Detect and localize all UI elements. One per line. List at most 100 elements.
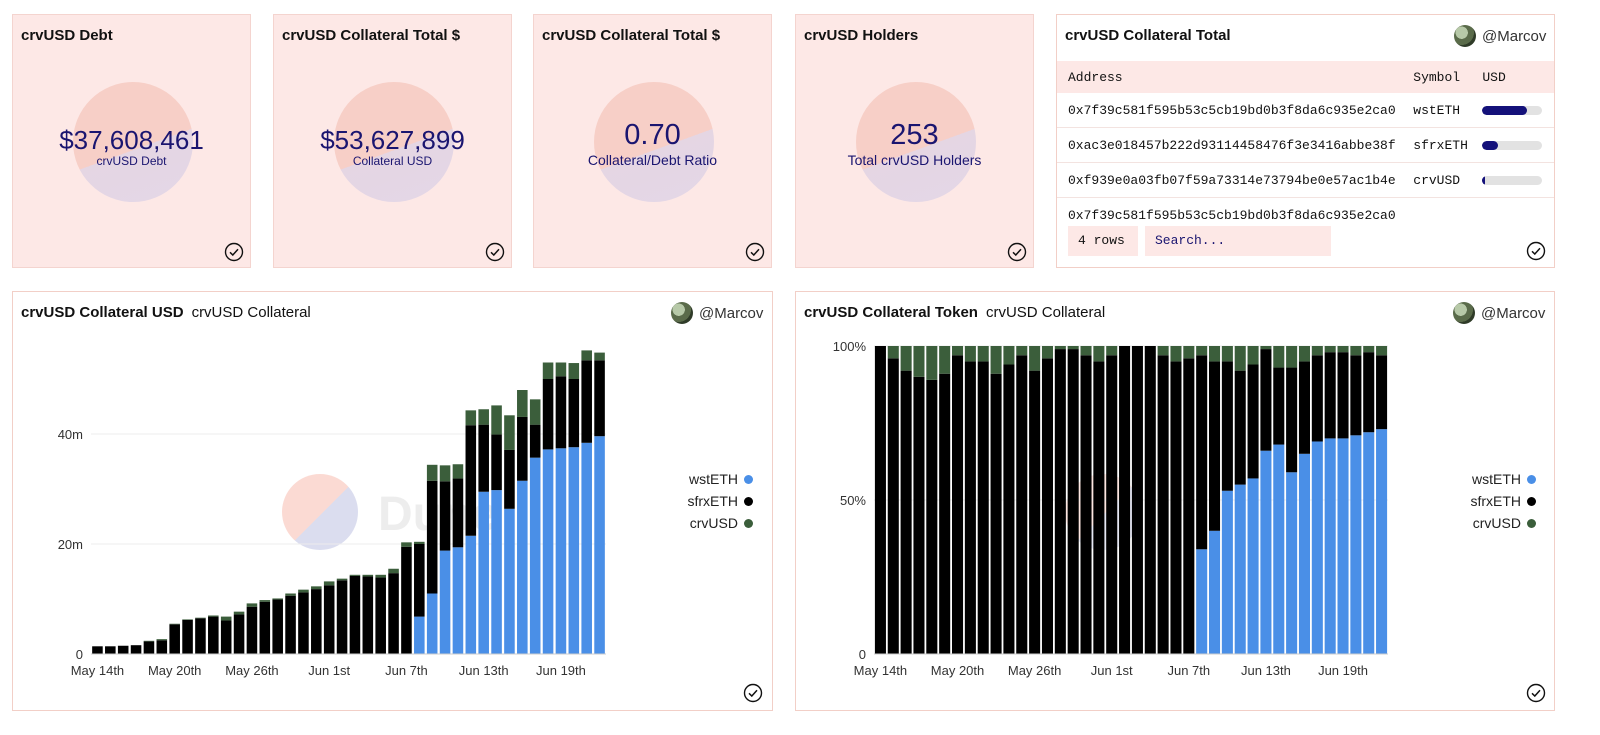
bar-segment-crvusd[interactable] xyxy=(517,390,528,417)
bar-segment-wsteth[interactable] xyxy=(1286,472,1298,654)
bar-segment-crvusd[interactable] xyxy=(568,363,580,379)
bar-segment-crvusd[interactable] xyxy=(1041,346,1053,359)
bar-segment-sfrxeth[interactable] xyxy=(1054,349,1066,654)
bar-segment-sfrxeth[interactable] xyxy=(169,624,180,654)
author-link[interactable]: @Marcov xyxy=(1454,25,1546,47)
bar-segment-crvusd[interactable] xyxy=(1029,346,1041,371)
bar-segment-wsteth[interactable] xyxy=(1196,549,1208,654)
bar-segment-sfrxeth[interactable] xyxy=(220,620,232,654)
bar-segment-sfrxeth[interactable] xyxy=(1131,346,1143,654)
bar-segment-crvusd[interactable] xyxy=(952,346,964,356)
bar-segment-crvusd[interactable] xyxy=(311,586,322,590)
bar-segment-wsteth[interactable] xyxy=(478,491,489,654)
check-circle-icon[interactable] xyxy=(743,683,763,703)
bar-segment-crvusd[interactable] xyxy=(542,362,554,380)
bar-segment-crvusd[interactable] xyxy=(1170,346,1182,362)
bar-segment-crvusd[interactable] xyxy=(362,574,374,577)
bar-segment-crvusd[interactable] xyxy=(926,346,938,380)
bar-segment-crvusd[interactable] xyxy=(285,593,296,596)
bar-segment-crvusd[interactable] xyxy=(1247,346,1259,365)
bar-segment-sfrxeth[interactable] xyxy=(913,376,925,654)
bar-segment-sfrxeth[interactable] xyxy=(1003,364,1015,654)
bar-segment-sfrxeth[interactable] xyxy=(1119,346,1131,654)
bar-segment-wsteth[interactable] xyxy=(439,550,451,654)
bar-segment-sfrxeth[interactable] xyxy=(298,592,309,654)
search-input[interactable]: Search... xyxy=(1145,226,1331,256)
bar-segment-sfrxeth[interactable] xyxy=(233,614,245,654)
bar-segment-sfrxeth[interactable] xyxy=(362,576,374,654)
bar-segment-sfrxeth[interactable] xyxy=(1273,367,1285,445)
bar-segment-crvusd[interactable] xyxy=(1054,346,1066,350)
legend-item-crvusd[interactable]: crvUSD xyxy=(653,512,753,534)
bar-segment-crvusd[interactable] xyxy=(465,410,477,426)
bar-segment-sfrxeth[interactable] xyxy=(964,361,976,654)
bar-segment-crvusd[interactable] xyxy=(1067,346,1079,350)
bar-segment-crvusd[interactable] xyxy=(1234,346,1246,371)
bar-segment-crvusd[interactable] xyxy=(1016,346,1028,356)
bar-segment-wsteth[interactable] xyxy=(529,457,541,654)
bar-segment-crvusd[interactable] xyxy=(195,617,206,619)
bar-segment-crvusd[interactable] xyxy=(1286,346,1298,368)
bar-segment-crvusd[interactable] xyxy=(990,346,1002,374)
table-row[interactable]: 0x7f39c581f595b53c5cb19bd0b3f8da6c935e2c… xyxy=(1057,93,1554,128)
bar-segment-crvusd[interactable] xyxy=(452,464,464,479)
bar-segment-crvusd[interactable] xyxy=(246,603,258,607)
bar-segment-wsteth[interactable] xyxy=(1337,438,1349,654)
column-header-symbol[interactable]: Symbol xyxy=(1412,61,1482,93)
bar-segment-sfrxeth[interactable] xyxy=(1041,358,1053,654)
bar-segment-sfrxeth[interactable] xyxy=(478,424,489,492)
bar-segment-sfrxeth[interactable] xyxy=(323,585,335,654)
bar-segment-crvusd[interactable] xyxy=(1157,346,1169,356)
bar-segment-sfrxeth[interactable] xyxy=(1029,370,1041,654)
bar-segment-wsteth[interactable] xyxy=(504,508,515,654)
bar-segment-wsteth[interactable] xyxy=(1247,478,1259,654)
bar-segment-crvusd[interactable] xyxy=(1337,346,1349,353)
column-header-address[interactable]: Address xyxy=(1057,61,1413,93)
bar-segment-sfrxeth[interactable] xyxy=(105,646,116,654)
author-link[interactable]: @Marcov xyxy=(1453,302,1545,324)
bar-segment-sfrxeth[interactable] xyxy=(952,355,964,654)
bar-segment-wsteth[interactable] xyxy=(555,448,567,654)
bar-segment-crvusd[interactable] xyxy=(426,464,438,481)
bar-segment-crvusd[interactable] xyxy=(1080,346,1092,356)
bar-segment-sfrxeth[interactable] xyxy=(887,358,899,654)
bar-segment-crvusd[interactable] xyxy=(900,346,912,371)
check-circle-icon[interactable] xyxy=(1007,242,1027,262)
legend-item-crvusd[interactable]: crvUSD xyxy=(1436,512,1536,534)
table-row[interactable]: 0x7f39c581f595b53c5cb19bd0b3f8da6c935e2c… xyxy=(1057,198,1554,233)
bar-segment-sfrxeth[interactable] xyxy=(1350,355,1362,436)
bar-segment-wsteth[interactable] xyxy=(1350,435,1362,654)
bar-segment-crvusd[interactable] xyxy=(259,600,271,602)
bar-segment-sfrxeth[interactable] xyxy=(414,544,425,617)
bar-segment-crvusd[interactable] xyxy=(169,623,180,625)
bar-segment-sfrxeth[interactable] xyxy=(388,573,399,654)
legend-item-wsteth[interactable]: wstETH xyxy=(653,468,753,490)
bar-segment-crvusd[interactable] xyxy=(1093,346,1105,362)
bar-segment-crvusd[interactable] xyxy=(1298,346,1310,362)
bar-segment-sfrxeth[interactable] xyxy=(594,360,605,437)
bar-segment-crvusd[interactable] xyxy=(208,615,219,617)
bar-segment-sfrxeth[interactable] xyxy=(581,360,592,443)
bar-segment-wsteth[interactable] xyxy=(452,547,464,654)
bar-segment-sfrxeth[interactable] xyxy=(926,379,938,654)
bar-segment-crvusd[interactable] xyxy=(504,415,515,450)
bar-segment-wsteth[interactable] xyxy=(1273,444,1285,654)
bar-segment-sfrxeth[interactable] xyxy=(939,373,951,654)
legend-item-wsteth[interactable]: wstETH xyxy=(1436,468,1536,490)
bar-segment-sfrxeth[interactable] xyxy=(182,619,193,654)
bar-segment-sfrxeth[interactable] xyxy=(1376,355,1388,430)
bar-segment-crvusd[interactable] xyxy=(1350,346,1362,356)
bar-segment-sfrxeth[interactable] xyxy=(555,376,567,449)
bar-segment-crvusd[interactable] xyxy=(977,346,989,362)
bar-segment-crvusd[interactable] xyxy=(401,542,412,547)
bar-segment-crvusd[interactable] xyxy=(1260,346,1272,350)
bar-segment-crvusd[interactable] xyxy=(478,409,489,425)
bar-segment-sfrxeth[interactable] xyxy=(977,361,989,654)
bar-segment-crvusd[interactable] xyxy=(1324,346,1336,353)
bar-segment-sfrxeth[interactable] xyxy=(1298,361,1310,454)
bar-segment-crvusd[interactable] xyxy=(491,405,502,435)
bar-segment-wsteth[interactable] xyxy=(1234,484,1246,654)
bar-segment-wsteth[interactable] xyxy=(1324,438,1336,654)
bar-segment-wsteth[interactable] xyxy=(1209,530,1221,654)
bar-segment-crvusd[interactable] xyxy=(887,346,899,359)
